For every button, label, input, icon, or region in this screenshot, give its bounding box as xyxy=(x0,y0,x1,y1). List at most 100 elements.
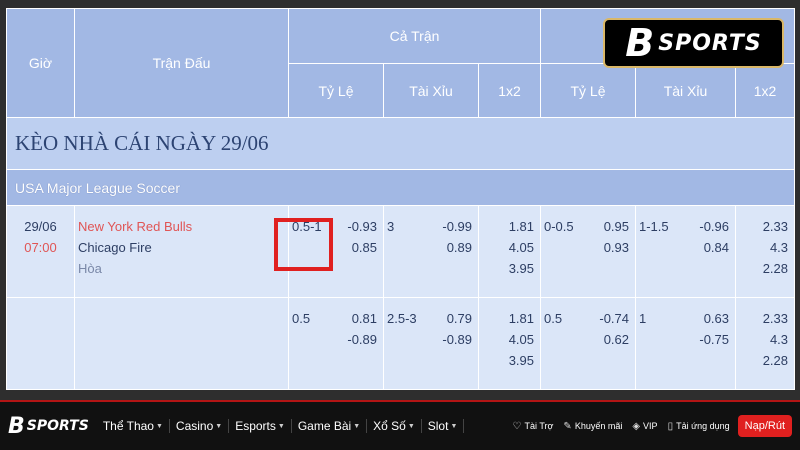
ft-under-odds[interactable]: -0.89 xyxy=(442,332,472,347)
col-ft-handicap-header: Tỷ Lệ xyxy=(288,63,384,118)
nav-item-label: Xổ Số xyxy=(373,419,406,433)
ft-away-win-odds[interactable]: 4.05 xyxy=(508,240,534,255)
h1-under-odds[interactable]: 0.84 xyxy=(703,240,729,255)
ft-over-under-cell[interactable]: 2.5-3 0.79 -0.89 xyxy=(383,297,479,390)
ft-handicap-home-odds[interactable]: 0.81 xyxy=(351,311,377,326)
ft-over-under-line: 2.5-3 xyxy=(387,311,417,326)
h1-over-odds[interactable]: -0.96 xyxy=(699,219,729,234)
col-h1-over-under-header: Tài Xỉu xyxy=(635,63,736,118)
nav-item-label: Casino xyxy=(175,419,214,433)
chevron-down-icon: ▼ xyxy=(353,422,361,430)
util-vip[interactable]: ◈ VIP xyxy=(632,421,657,432)
ft-away-win-odds[interactable]: 4.05 xyxy=(508,332,534,347)
h1-away-win-odds[interactable]: 4.3 xyxy=(769,240,789,255)
nav-item-xo-so[interactable]: Xổ Số ▼ xyxy=(367,419,422,433)
chevron-down-icon: ▼ xyxy=(277,422,285,430)
h1-handicap-away-odds[interactable]: 0.62 xyxy=(603,332,629,347)
h1-home-win-odds[interactable]: 2.33 xyxy=(762,219,789,234)
nav-item-slot[interactable]: Slot ▼ xyxy=(422,419,465,433)
util-tai-ung-dung[interactable]: ▯ Tải ứng dụng xyxy=(668,421,730,432)
util-label: Khuyến mãi xyxy=(574,421,623,431)
app-icon: ▯ xyxy=(667,420,674,432)
col-ft-1x2-header: 1x2 xyxy=(478,63,541,118)
chevron-down-icon: ▼ xyxy=(155,422,163,430)
nav-item-label: Thể Thao xyxy=(102,419,154,433)
nav-item-label: Slot xyxy=(427,419,449,433)
col-h1-handicap-header: Tỷ Lệ xyxy=(540,63,636,118)
col-time-header: Giờ xyxy=(6,8,75,118)
h1-draw-odds[interactable]: 2.28 xyxy=(762,353,789,368)
odds-screenshot: Giờ Trận Đấu Cả Trận Tỷ Lệ Tài Xỉu 1x2 T… xyxy=(0,0,800,400)
h1-handicap-away-odds[interactable]: 0.93 xyxy=(603,240,629,255)
table-row[interactable]: 0.5 0.81 -0.89 2.5-3 0.79 -0.89 1.81 4.05 … xyxy=(6,297,796,390)
ft-home-win-odds[interactable]: 1.81 xyxy=(508,219,534,234)
ft-home-win-odds[interactable]: 1.81 xyxy=(508,311,534,326)
util-tai-tro[interactable]: ♡ Tài Trợ xyxy=(513,421,554,432)
util-label: Tải ứng dụng xyxy=(676,421,730,431)
ft-under-odds[interactable]: 0.89 xyxy=(446,240,472,255)
ft-handicap-home-odds[interactable]: -0.93 xyxy=(347,219,377,234)
h1-over-under-line: 1 xyxy=(639,311,647,326)
ft-over-odds[interactable]: 0.79 xyxy=(446,311,472,326)
ft-over-under-line: 3 xyxy=(387,219,395,234)
teams-cell: New York Red Bulls Chicago Fire Hòa xyxy=(74,205,289,298)
nav-logo[interactable]: B SPORTS xyxy=(8,414,89,439)
h1-handicap-line: 0-0.5 xyxy=(544,219,574,234)
col-full-match-header: Cả Trận xyxy=(288,8,541,64)
match-date: 29/06 xyxy=(24,219,57,234)
away-team[interactable]: Chicago Fire xyxy=(78,240,152,255)
h1-handicap-home-odds[interactable]: -0.74 xyxy=(599,311,629,326)
kickoff-cell xyxy=(6,297,75,390)
h1-handicap-line: 0.5 xyxy=(544,311,563,326)
h1-over-under-line: 1-1.5 xyxy=(639,219,669,234)
col-match-header: Trận Đấu xyxy=(74,8,289,118)
ft-over-odds[interactable]: -0.99 xyxy=(442,219,472,234)
ft-1x2-cell[interactable]: 1.81 4.05 3.95 xyxy=(478,205,541,298)
brand-logo-mark: B xyxy=(625,21,655,65)
brand-logo-text: SPORTS xyxy=(658,30,762,56)
teams-cell xyxy=(74,297,289,390)
h1-1x2-cell[interactable]: 2.33 4.3 2.28 xyxy=(734,205,796,298)
nav-item-game-bai[interactable]: Game Bài ▼ xyxy=(292,419,368,433)
h1-home-win-odds[interactable]: 2.33 xyxy=(762,311,789,326)
h1-away-win-odds[interactable]: 4.3 xyxy=(769,332,789,347)
nav-item-esports[interactable]: Esports ▼ xyxy=(229,419,292,433)
kickoff-cell: 29/06 07:00 xyxy=(6,205,75,298)
sponsor-icon: ♡ xyxy=(512,420,522,432)
ft-draw-odds[interactable]: 3.95 xyxy=(508,261,534,276)
col-h1-1x2-header: 1x2 xyxy=(734,63,796,118)
h1-over-under-cell[interactable]: 1 0.63 -0.75 xyxy=(635,297,736,390)
deposit-withdraw-button[interactable]: Nạp/Rút xyxy=(737,415,792,437)
vip-icon: ◈ xyxy=(632,420,641,432)
ft-draw-odds[interactable]: 3.95 xyxy=(508,353,534,368)
h1-under-odds[interactable]: -0.75 xyxy=(699,332,729,347)
ft-handicap-away-odds[interactable]: 0.85 xyxy=(351,240,377,255)
home-team[interactable]: New York Red Bulls xyxy=(78,219,193,234)
ft-handicap-line: 0.5-1 xyxy=(292,219,322,234)
ft-1x2-cell[interactable]: 1.81 4.05 3.95 xyxy=(478,297,541,390)
h1-draw-odds[interactable]: 2.28 xyxy=(762,261,789,276)
chevron-down-icon: ▼ xyxy=(407,422,415,430)
ft-over-under-cell[interactable]: 3 -0.99 0.89 xyxy=(383,205,479,298)
promo-icon: ✎ xyxy=(563,420,572,432)
chevron-down-icon: ▼ xyxy=(215,422,223,430)
nav-item-label: Game Bài xyxy=(297,419,352,433)
h1-over-under-cell[interactable]: 1-1.5 -0.96 0.84 xyxy=(635,205,736,298)
draw-label: Hòa xyxy=(78,261,102,276)
h1-handicap-home-odds[interactable]: 0.95 xyxy=(603,219,629,234)
ft-handicap-cell[interactable]: 0.5 0.81 -0.89 xyxy=(288,297,384,390)
util-khuyen-mai[interactable]: ✎ Khuyến mãi xyxy=(563,421,622,432)
nav-logo-mark: B xyxy=(8,413,25,439)
nav-logo-text: SPORTS xyxy=(26,418,89,434)
table-row[interactable]: 29/06 07:00 New York Red Bulls Chicago F… xyxy=(6,205,796,298)
bottom-navbar: B SPORTS Thể Thao ▼ Casino ▼ Esports ▼ Game… xyxy=(0,400,800,450)
chevron-down-icon: ▼ xyxy=(450,422,458,430)
nav-item-casino[interactable]: Casino ▼ xyxy=(170,419,230,433)
ft-handicap-away-odds[interactable]: -0.89 xyxy=(347,332,377,347)
nav-item-the-thao[interactable]: Thể Thao ▼ xyxy=(97,419,170,433)
h1-handicap-cell[interactable]: 0.5 -0.74 0.62 xyxy=(540,297,636,390)
h1-over-odds[interactable]: 0.63 xyxy=(703,311,729,326)
h1-1x2-cell[interactable]: 2.33 4.3 2.28 xyxy=(734,297,796,390)
h1-handicap-cell[interactable]: 0-0.5 0.95 0.93 xyxy=(540,205,636,298)
ft-handicap-line: 0.5 xyxy=(292,311,311,326)
